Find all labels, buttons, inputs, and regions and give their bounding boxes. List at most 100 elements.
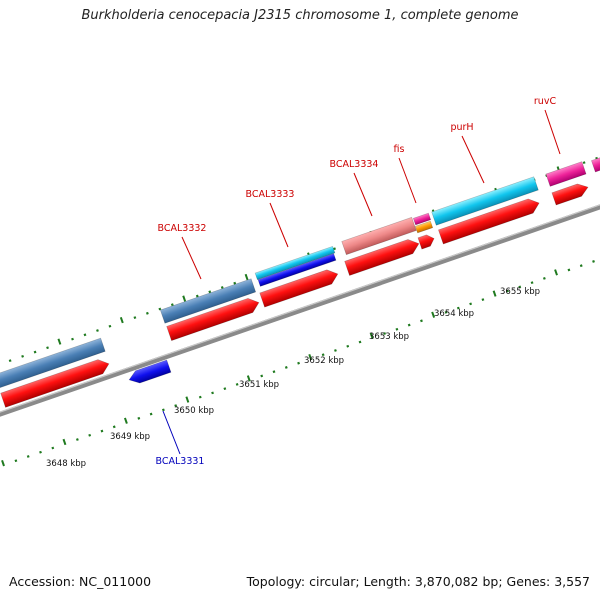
scale-tick	[492, 290, 497, 297]
scale-tick	[198, 395, 202, 399]
scale-tick	[26, 455, 30, 458]
outer-tick	[133, 316, 137, 320]
outer-tick	[333, 247, 336, 251]
outer-tick	[220, 286, 224, 289]
gene-label[interactable]: BCAL3333	[246, 189, 295, 200]
scale-tick	[14, 459, 18, 463]
scale-tick	[297, 361, 300, 365]
scale-tick	[260, 374, 264, 378]
outer-tick	[96, 329, 99, 332]
scale-tick	[420, 319, 423, 323]
scale-tick	[358, 340, 362, 344]
callout-line	[269, 202, 289, 248]
cds-arrow	[438, 198, 540, 245]
scale-label: 3649 kbp	[110, 432, 150, 442]
scale-tick	[272, 370, 276, 374]
scale-label: 3654 kbp	[434, 309, 474, 319]
outer-tick	[145, 311, 149, 315]
scale-tick	[334, 349, 337, 352]
scale-tick	[530, 281, 534, 285]
scale-label: 3651 kbp	[239, 380, 279, 390]
scale-labels: 3648 kbp 3649 kbp 3650 kbp 3651 kbp 3652 kbp…	[46, 287, 540, 469]
outer-tick	[582, 161, 586, 165]
scale-tick	[518, 285, 522, 289]
gene-callouts: BCAL3331 BCAL3332 BCAL3333 BCAL3334 fis purH r…	[156, 96, 561, 467]
outer-tick	[119, 316, 124, 324]
scale-tick	[223, 387, 227, 391]
scale-tick	[542, 277, 546, 280]
scale-tick	[100, 429, 104, 433]
gene-label[interactable]: fis	[394, 144, 405, 155]
outer-tick	[33, 350, 37, 354]
scale-tick	[39, 450, 42, 454]
scale-tick	[431, 311, 436, 318]
outer-tick	[21, 354, 24, 358]
scale-label: 3653 kbp	[369, 332, 409, 342]
scale-tick	[112, 425, 116, 429]
gene-block	[412, 212, 432, 226]
scale-tick	[62, 438, 67, 446]
gene-block	[257, 253, 337, 287]
scale-tick	[407, 323, 411, 327]
outer-tick	[83, 333, 87, 337]
scale-tick	[383, 332, 387, 335]
callout-line	[162, 410, 181, 455]
scale-tick	[51, 446, 55, 450]
cds-arrow	[259, 269, 339, 308]
scale-tick	[469, 302, 473, 306]
scale-tick	[369, 332, 374, 340]
gene-block	[431, 176, 539, 226]
scale-tick	[174, 404, 178, 408]
topology-label: Topology: circular; Length: 3,870,082 bp…	[246, 574, 590, 589]
gene-label[interactable]: ruvC	[534, 96, 557, 107]
cds-arrow	[344, 239, 420, 276]
cds-arrow-reverse	[128, 359, 172, 384]
scale-tick	[308, 354, 313, 361]
scale-tick	[75, 438, 79, 441]
scale-tick	[185, 396, 190, 403]
gene-label[interactable]: purH	[450, 122, 473, 133]
outer-tick	[8, 359, 12, 363]
backbone-highlight	[0, 204, 600, 413]
outer-tick	[233, 281, 237, 285]
scale-tick-ring	[1, 260, 595, 467]
scale-tick	[235, 383, 239, 386]
scale-tick	[444, 310, 448, 314]
cds-arrow	[166, 298, 260, 341]
scale-tick	[211, 391, 214, 395]
callout-line	[181, 236, 202, 280]
gene-block	[545, 161, 587, 187]
feature-tracks	[0, 155, 600, 408]
scale-tick	[506, 289, 509, 293]
scale-label: 3652 kbp	[304, 356, 344, 366]
callout-line	[461, 135, 485, 184]
scale-tick	[592, 260, 595, 263]
scale-tick	[88, 433, 92, 437]
scale-tick	[137, 416, 141, 420]
scale-tick	[284, 366, 288, 369]
gene-label[interactable]: BCAL3332	[158, 223, 207, 234]
gene-block	[254, 245, 336, 281]
scale-label: 3650 kbp	[174, 406, 214, 416]
scale-label: 3648 kbp	[46, 459, 86, 469]
scale-tick	[567, 268, 571, 272]
outer-tick	[244, 273, 249, 281]
scale-tick	[1, 460, 5, 467]
scale-tick	[554, 269, 558, 276]
cds-arrow	[551, 183, 589, 206]
accession-label: Accession: NC_011000	[9, 574, 152, 589]
outer-tick	[208, 290, 212, 294]
outer-tick	[182, 295, 187, 302]
gene-block	[341, 216, 417, 256]
gene-label[interactable]: BCAL3331	[156, 456, 205, 467]
backbone-line	[0, 204, 600, 417]
gene-label[interactable]: BCAL3334	[330, 159, 379, 170]
cds-arrow	[417, 234, 435, 250]
scale-tick	[346, 344, 350, 348]
outer-tick	[195, 294, 199, 298]
callout-line	[353, 172, 373, 217]
outer-tick	[46, 346, 49, 350]
gene-block	[591, 155, 600, 173]
cds-arrow	[0, 359, 110, 408]
outer-tick	[170, 303, 174, 307]
